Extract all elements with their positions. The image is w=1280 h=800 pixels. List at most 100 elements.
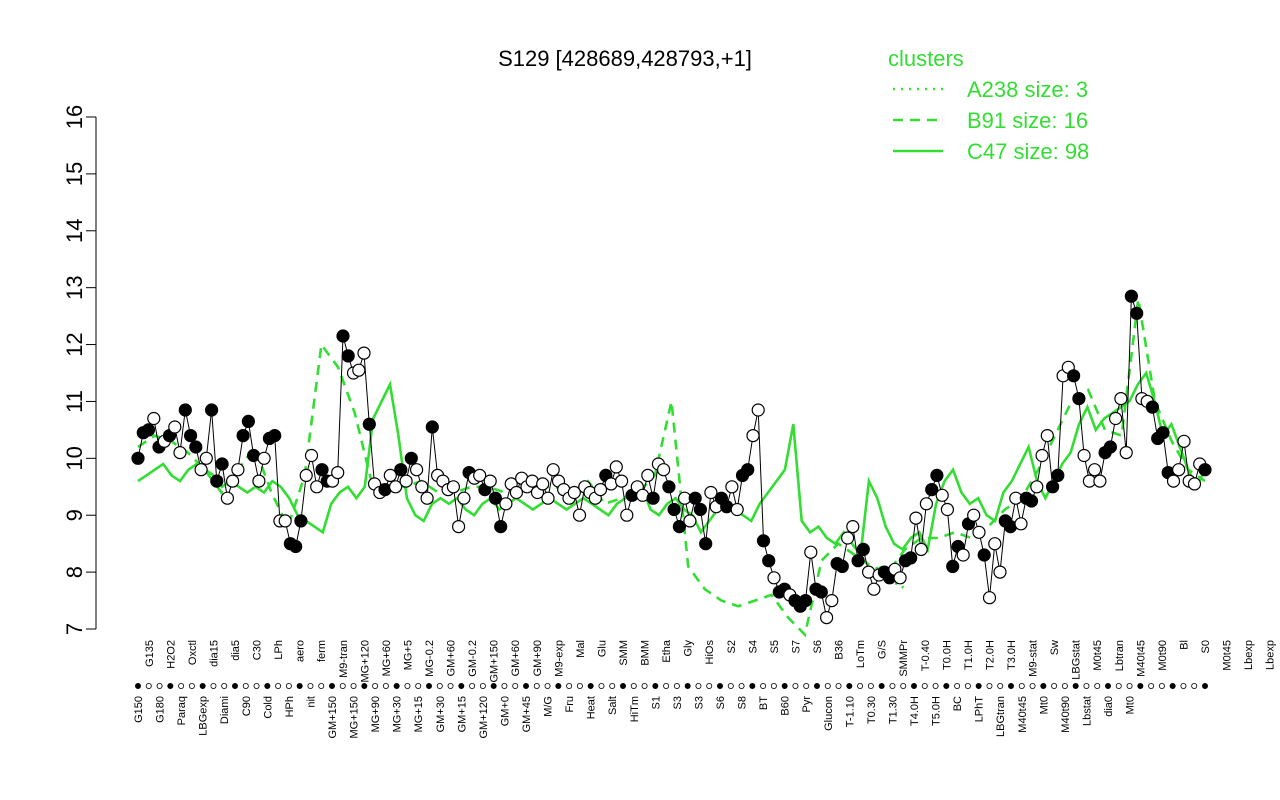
x-tick-label: Mt0: [1125, 696, 1137, 714]
x-tick-label: Lbstat: [1081, 696, 1093, 726]
legend-label: B91 size: 16: [967, 108, 1088, 133]
data-point: [415, 480, 429, 494]
x-tick-mark: [1202, 683, 1209, 690]
x-tick-label: T4.0H: [909, 696, 921, 726]
x-tick-mark: [350, 683, 357, 690]
x-tick-mark: [361, 683, 368, 690]
x-tick-mark: [857, 683, 864, 690]
data-point: [567, 485, 581, 500]
data-point: [210, 474, 224, 488]
y-tick-label: 7: [62, 623, 87, 635]
x-tick-mark: [706, 683, 713, 690]
data-point: [909, 511, 923, 525]
x-tick-mark: [1094, 683, 1101, 690]
x-tick-label: M0t45: [1222, 640, 1234, 671]
x-tick-mark: [436, 683, 443, 690]
x-tick-mark: [954, 683, 961, 690]
y-tick-label: 13: [62, 275, 87, 299]
x-tick-label: MG+120: [359, 640, 371, 683]
x-tick-mark: [1115, 683, 1122, 690]
x-tick-label: GM+30: [435, 696, 447, 732]
x-tick-label: Lbexp: [1265, 640, 1277, 670]
x-tick-mark: [328, 683, 335, 690]
data-point: [867, 582, 881, 596]
x-tick-mark: [372, 683, 379, 690]
data-point: [614, 474, 629, 488]
data-point: [804, 545, 818, 559]
x-tick-label: Glu: [596, 640, 608, 657]
data-point: [819, 610, 834, 625]
data-point: [935, 488, 949, 502]
x-tick-label: G135: [144, 640, 156, 667]
x-tick-label: Paraq: [176, 696, 188, 725]
data-point: [940, 502, 955, 517]
data-point: [1130, 306, 1144, 320]
x-tick-mark: [415, 683, 422, 690]
x-tick-label: dia0: [1103, 696, 1115, 717]
data-point: [236, 429, 250, 443]
x-tick-label: Mt0: [1038, 696, 1050, 714]
data-point: [294, 514, 308, 528]
x-tick-label: Fru: [564, 696, 576, 713]
x-tick-label: MG+90: [370, 696, 382, 732]
data-point: [1014, 517, 1028, 531]
data-point: [1156, 426, 1170, 440]
x-tick-label: T2.0H: [984, 640, 996, 670]
data-point: [494, 519, 508, 534]
x-tick-label: GM+60: [446, 640, 458, 676]
x-tick-mark: [533, 683, 540, 690]
x-tick-mark: [544, 683, 551, 690]
data-point: [1024, 494, 1039, 508]
x-tick-label: SMMPr: [898, 640, 910, 677]
data-point: [667, 502, 681, 517]
data-point: [699, 537, 713, 551]
x-tick-label: GM+150: [327, 696, 339, 739]
x-tick-mark: [867, 683, 874, 690]
y-tick-label: 9: [62, 509, 87, 521]
data-point: [767, 571, 781, 585]
x-tick-mark: [566, 683, 573, 690]
x-tick-label: M9-stat: [1028, 640, 1040, 677]
x-tick-mark: [404, 683, 411, 690]
x-axis: G135 H2O2 Oxctl dia15 dia5 C30 LPh aero ferm M9-t…: [133, 639, 1277, 738]
x-tick-mark: [889, 683, 896, 690]
x-tick-mark: [684, 683, 691, 690]
data-point: [1145, 400, 1160, 414]
x-tick-mark: [231, 683, 238, 690]
x-tick-mark: [1029, 683, 1036, 690]
data-point: [331, 466, 345, 480]
x-tick-mark: [134, 683, 141, 690]
x-tick-mark: [814, 683, 821, 690]
x-tick-mark: [738, 683, 745, 690]
x-tick-mark: [921, 683, 928, 690]
data-point: [925, 483, 939, 497]
x-tick-mark: [393, 683, 400, 690]
y-tick-label: 15: [62, 162, 87, 186]
x-tick-mark: [717, 683, 724, 690]
data-point: [357, 346, 371, 360]
x-tick-mark: [523, 683, 530, 690]
x-tick-label: Sw: [1049, 640, 1061, 655]
x-tick-label: G150: [133, 696, 145, 723]
x-tick-label: S5: [769, 640, 781, 653]
data-point: [762, 554, 776, 568]
data-point: [904, 551, 918, 565]
x-tick-label: M40t90: [1060, 696, 1072, 733]
data-point: [840, 531, 855, 545]
y-tick-label: 12: [62, 332, 87, 356]
x-tick-label: dia5: [230, 640, 242, 661]
x-tick-mark: [1126, 683, 1133, 690]
x-tick-label: LPh: [273, 640, 285, 660]
data-point: [846, 519, 860, 534]
x-tick-mark: [749, 683, 756, 690]
data-point: [299, 468, 313, 482]
x-tick-label: C30: [252, 640, 264, 660]
x-tick-label: T3.0H: [1006, 640, 1018, 670]
x-tick-mark: [479, 683, 486, 690]
data-point: [609, 460, 623, 474]
x-tick-label: nit: [305, 696, 317, 708]
data-point: [1077, 448, 1091, 463]
data-point: [693, 502, 708, 517]
x-tick-mark: [1018, 683, 1025, 690]
data-point: [646, 491, 660, 505]
